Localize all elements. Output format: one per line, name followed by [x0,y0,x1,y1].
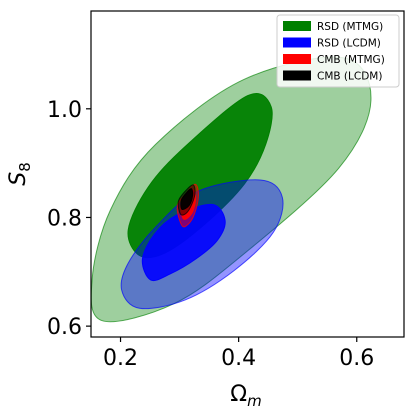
y-tick-label-1: 0.8 [47,206,82,231]
contour-3-inner [180,188,194,211]
legend-label-3: CMB (LCDM) [317,71,382,83]
y-axis-ticks: 0.6 0.8 1.0 [47,98,91,340]
series-3 [177,184,196,216]
legend-swatch-3 [283,70,311,81]
legend-swatch-2 [283,54,311,64]
contours-layer [90,56,372,323]
legend-label-1: RSD (LCDM) [317,38,381,50]
x-tick-label-2: 0.6 [339,346,374,371]
legend-swatch-0 [283,21,311,31]
legend-swatch-1 [283,37,311,48]
legend-label-0: RSD (MTMG) [317,21,383,33]
x-axis-label-sub: m [247,392,262,410]
x-tick-label-1: 0.4 [221,346,256,371]
x-axis-label-main: Ω [230,382,247,407]
plot-frame [90,10,405,338]
y-tick-label-2: 1.0 [47,98,82,123]
y-axis-label-sub: 8 [16,162,34,172]
contour-1-inner [141,203,226,282]
y-tick-label-0: 0.6 [47,315,82,340]
x-tick-label-0: 0.2 [103,346,138,371]
legend: RSD (MTMG) RSD (LCDM) CMB (MTMG) CMB (LCDM) [276,14,400,88]
y-axis-label-main: S [6,172,31,186]
y-axis-label: S8 [6,162,34,186]
x-axis-ticks: 0.2 0.4 0.6 [103,337,374,371]
legend-label-2: CMB (MTMG) [317,54,385,66]
series-1 [120,179,284,310]
legend-items: RSD (MTMG) RSD (LCDM) CMB (MTMG) CMB (LCDM) [283,21,385,83]
legend-frame [276,14,400,88]
x-axis-label: Ωm [230,382,261,410]
